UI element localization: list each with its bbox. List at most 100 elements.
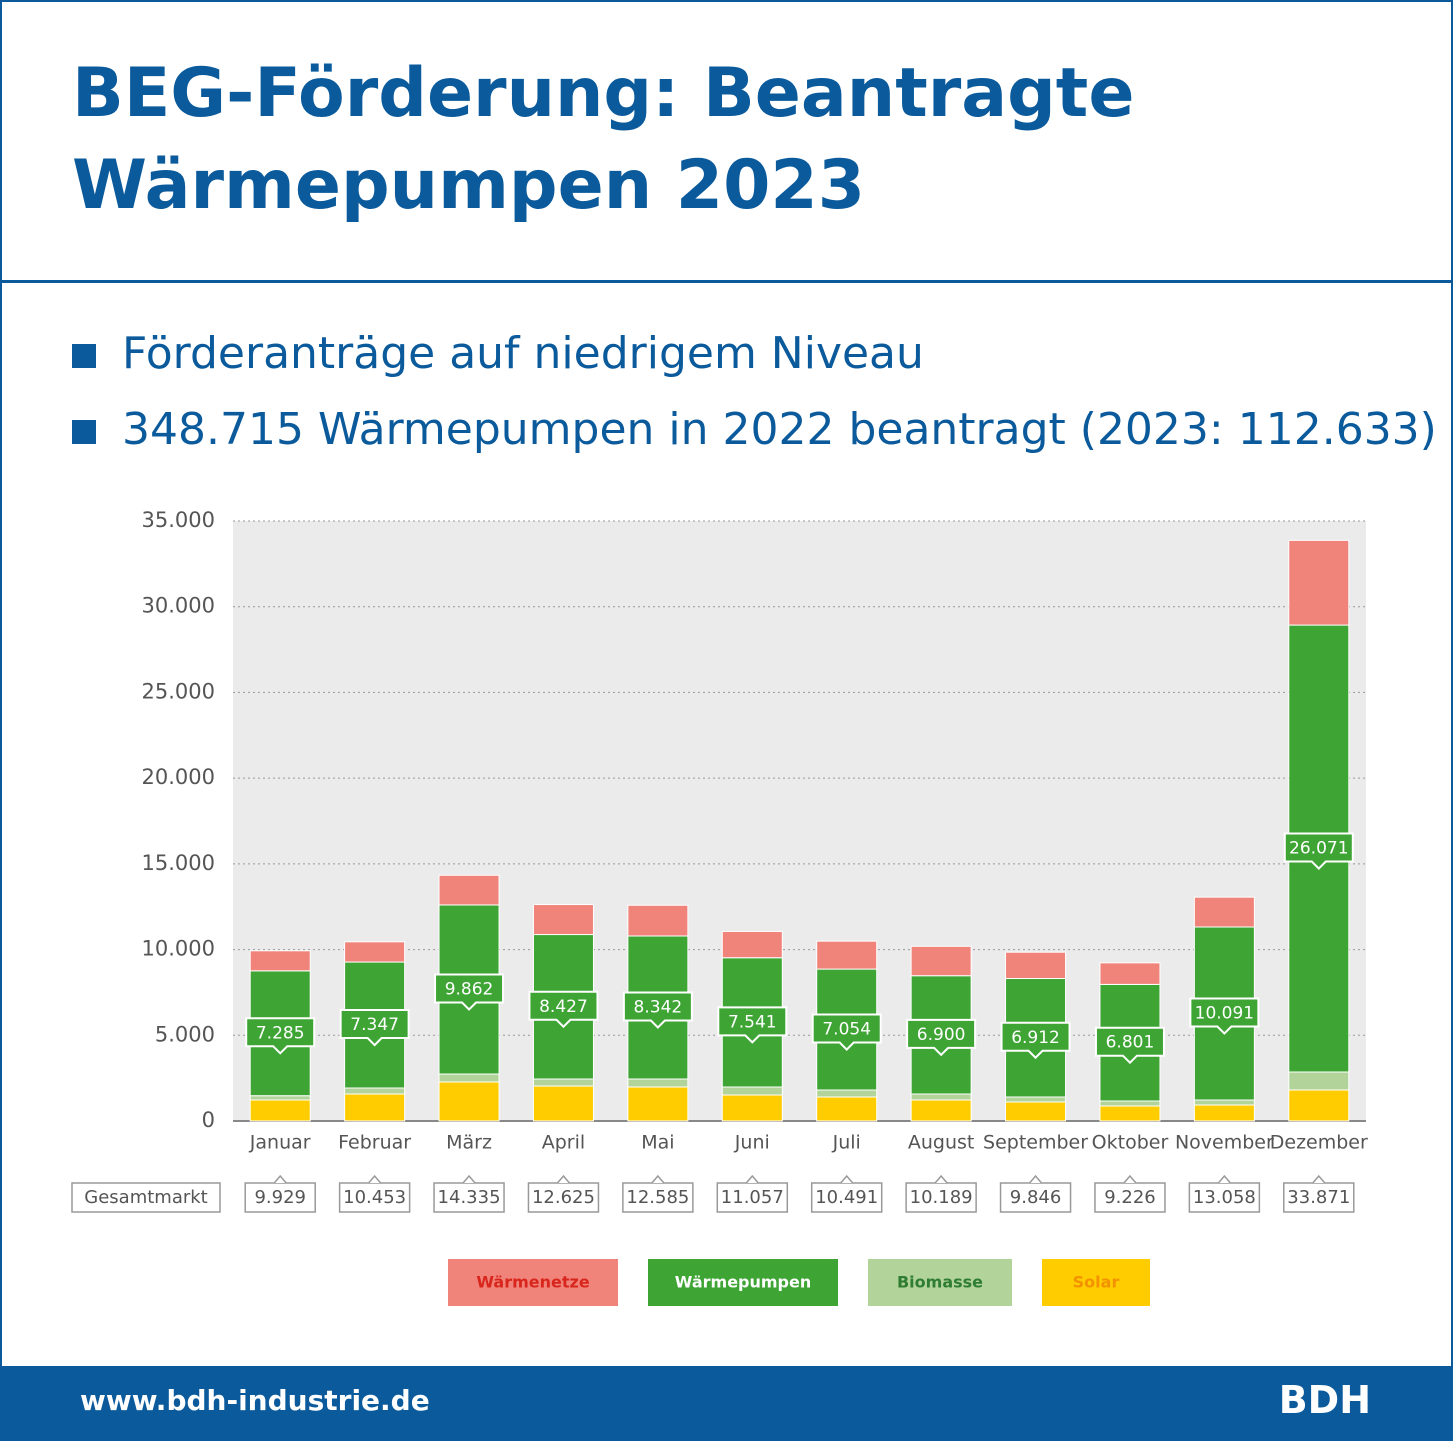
bullet-text: 348.715 Wärmepumpen in 2022 beantragt (2…: [122, 404, 1437, 455]
x-tick-label: Januar: [249, 1132, 311, 1154]
total-box: [338, 1182, 411, 1213]
x-tick-label: Oktober: [1092, 1132, 1169, 1154]
bar-segment: [438, 874, 500, 906]
bar-segment: [721, 930, 783, 959]
legend-swatch: [448, 1259, 618, 1306]
bar-segment: [1099, 1105, 1161, 1122]
data-label: 7.347: [350, 1015, 399, 1035]
data-label-box: [1283, 832, 1354, 870]
total-box: [622, 1182, 694, 1213]
bar-segment: [1005, 1096, 1067, 1103]
bullet: Förderanträge auf niedrigem Niveau: [72, 328, 924, 379]
bar-segment: [344, 941, 406, 963]
x-tick-label: Juni: [734, 1132, 770, 1154]
data-label: 10.091: [1195, 1004, 1254, 1024]
total-label: 10.189: [910, 1187, 973, 1208]
total-pointer: [934, 1174, 948, 1184]
total-pointer: [651, 1174, 665, 1184]
total-pointer: [1028, 1174, 1043, 1184]
data-label-box: [434, 973, 505, 1011]
x-tick-label: Mai: [641, 1132, 674, 1154]
bar-segment: [1005, 1101, 1067, 1122]
bullet-text: Förderanträge auf niedrigem Niveau: [122, 328, 924, 379]
bar-segment: [910, 945, 972, 977]
bar-segment: [1288, 1089, 1350, 1122]
bar-segment: [532, 1085, 594, 1122]
divider: [0, 280, 1453, 283]
data-label: 7.054: [822, 1020, 871, 1040]
bar-segment: [1193, 1104, 1255, 1122]
data-label-box: [906, 1018, 977, 1057]
legend-swatch: [1042, 1259, 1150, 1306]
y-tick-label: 15.000: [142, 851, 215, 875]
bar-segment: [1193, 896, 1255, 928]
total-label: 10.453: [343, 1187, 406, 1208]
data-label: 8.342: [634, 997, 683, 1017]
footer: www.bdh-industrie.de BDH: [0, 1366, 1453, 1441]
footer-url: www.bdh-industrie.de: [80, 1384, 430, 1417]
data-label: 6.912: [1011, 1028, 1060, 1048]
totals-title: Gesamtmarkt: [84, 1187, 207, 1208]
bar-segment: [438, 1073, 500, 1083]
y-tick-label: 0: [202, 1108, 215, 1132]
y-tick-label: 35.000: [142, 508, 215, 532]
data-label: 6.801: [1106, 1033, 1155, 1053]
total-label: 9.226: [1104, 1187, 1156, 1208]
total-pointer: [556, 1174, 571, 1184]
x-tick-label: Februar: [338, 1132, 411, 1154]
data-label-box: [717, 1006, 788, 1044]
total-label: 12.585: [626, 1187, 689, 1208]
x-tick-label: Juli: [832, 1132, 861, 1154]
data-label: 7.541: [728, 1012, 777, 1032]
data-label: 9.862: [445, 979, 494, 999]
bar-segment: [1099, 962, 1161, 985]
total-label: 12.625: [532, 1187, 595, 1208]
y-tick-label: 5.000: [155, 1022, 215, 1046]
data-label-box: [245, 1017, 316, 1055]
total-label: 13.058: [1193, 1187, 1256, 1208]
bar-segment: [816, 1089, 878, 1098]
bar-segment: [249, 1099, 311, 1122]
data-label: 8.427: [539, 997, 588, 1017]
x-tick-label: September: [983, 1132, 1088, 1154]
bar-segment: [1288, 1071, 1350, 1091]
total-label: 10.491: [815, 1187, 878, 1208]
legend-swatch: [868, 1259, 1012, 1306]
bar-segment: [816, 940, 878, 970]
legend-swatch: [648, 1259, 838, 1306]
x-tick-label: November: [1175, 1132, 1274, 1154]
total-pointer: [1312, 1174, 1326, 1184]
total-pointer: [462, 1174, 476, 1184]
total-box: [810, 1182, 883, 1213]
data-label-box: [622, 991, 693, 1029]
y-tick-label: 20.000: [142, 765, 215, 789]
data-label-box: [339, 1009, 410, 1047]
bar-segment: [249, 950, 311, 972]
chart: 0 5.000 10.000 15.000 20.000 25.000 30.000 35.0…: [71, 508, 1368, 1306]
bar-segment: [627, 904, 689, 937]
totals-title-box: [71, 1182, 221, 1213]
total-pointer: [840, 1174, 854, 1184]
bar-segment: [438, 1081, 500, 1122]
bar-segment: [1193, 1099, 1255, 1106]
logo: BDH: [1278, 1378, 1371, 1422]
bar-segment: [1288, 539, 1350, 626]
total-pointer: [745, 1174, 759, 1184]
total-label: 9.846: [1010, 1187, 1062, 1208]
total-label: 9.929: [254, 1187, 306, 1208]
bar-segment: [721, 1094, 783, 1122]
total-label: 11.057: [721, 1187, 784, 1208]
data-label-box: [1189, 997, 1260, 1035]
legend-label: Solar: [1073, 1273, 1120, 1292]
bar-segment: [627, 1078, 689, 1088]
total-box: [1188, 1182, 1261, 1213]
total-pointer: [273, 1174, 287, 1184]
legend-label: Wärmenetze: [476, 1273, 589, 1292]
data-label-box: [811, 1013, 882, 1051]
total-label: 33.871: [1287, 1187, 1350, 1208]
bar-segment: [910, 1093, 972, 1101]
bar-segment: [249, 1095, 311, 1101]
y-tick-label: 10.000: [142, 937, 215, 961]
bar-segment: [1005, 951, 1067, 980]
